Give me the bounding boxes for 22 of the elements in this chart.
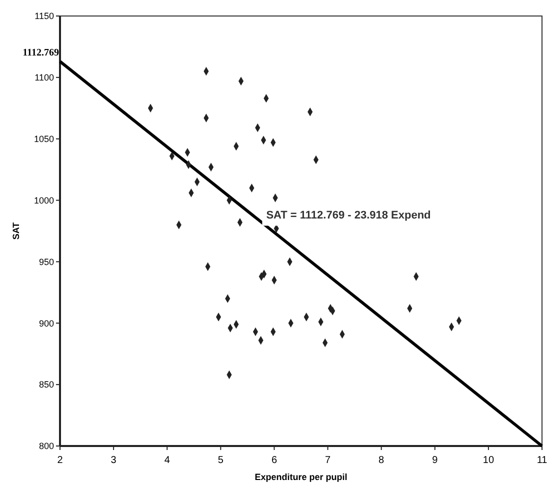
annotation: SAT = 1112.769 - 23.918 Expend: [266, 210, 431, 222]
x-tick-label: 7: [324, 455, 331, 466]
y-tick-label: 950: [38, 256, 54, 267]
y-tick-label: 900: [38, 318, 54, 328]
y-tick-label: 800: [38, 441, 54, 452]
annotation: 1112.769: [22, 48, 59, 59]
x-tick-label: 3: [110, 455, 117, 466]
y-tick-label: 1000: [34, 195, 54, 206]
x-tick-label: 2: [57, 455, 64, 466]
x-tick-label: 11: [536, 455, 548, 466]
x-axis-title: Expenditure per pupil: [254, 472, 348, 482]
x-tick-label: 4: [164, 455, 170, 466]
x-tick-label: 8: [378, 455, 385, 466]
x-tick-label: 9: [432, 455, 438, 466]
x-tick-label: 5: [218, 455, 224, 466]
y-tick-label: 1100: [34, 72, 54, 83]
y-tick-label: 1150: [34, 11, 54, 22]
y-tick-label: 1050: [34, 134, 54, 144]
x-tick-label: 6: [271, 455, 278, 466]
y-tick-label: 850: [38, 380, 54, 390]
y-axis-title: SAT: [11, 222, 21, 240]
x-tick-label: 10: [482, 455, 494, 466]
